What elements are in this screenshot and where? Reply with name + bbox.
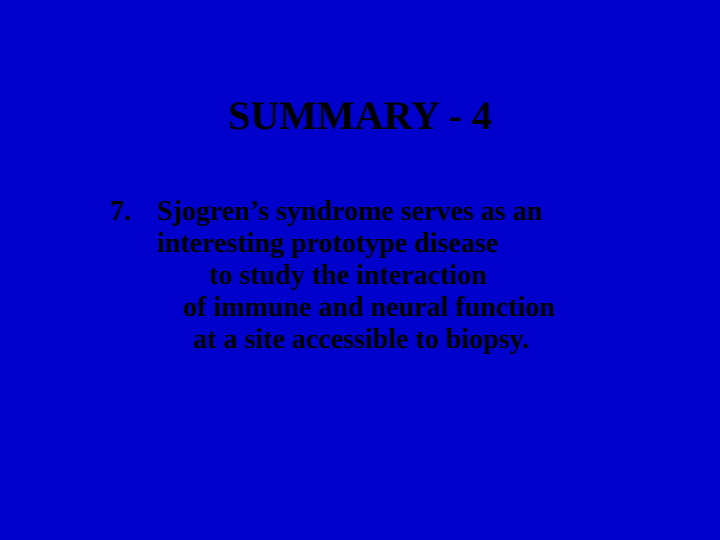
slide-body: 7. Sjogren’s syndrome serves as an inter… — [110, 196, 630, 356]
body-line-4: of immune and neural function — [157, 292, 627, 324]
body-line-2: interesting prototype disease — [157, 228, 627, 260]
body-line-3: to study the interaction — [157, 260, 627, 292]
list-number: 7. — [110, 196, 150, 228]
body-line-5: at a site accessible to biopsy. — [157, 324, 627, 356]
slide-title: SUMMARY - 4 — [0, 92, 720, 139]
list-body: Sjogren’s syndrome serves as an interest… — [157, 196, 627, 356]
body-line-1: Sjogren’s syndrome serves as an — [157, 196, 627, 228]
